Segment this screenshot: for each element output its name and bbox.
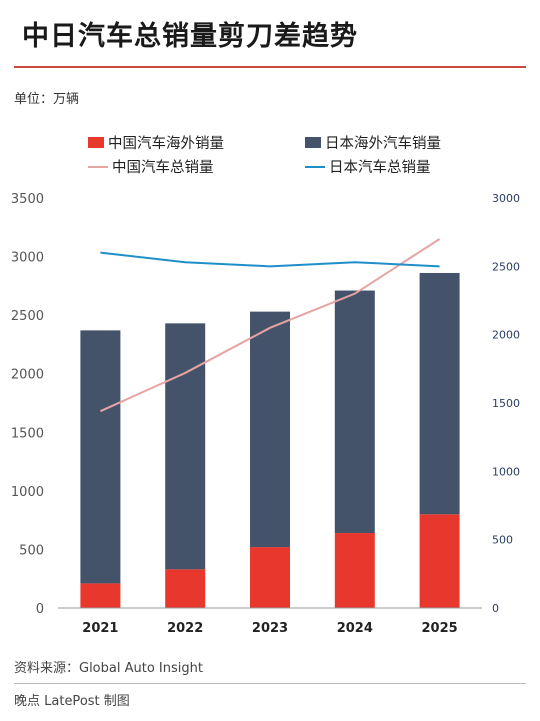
- legend-label-china-total: 中国汽车总销量: [112, 160, 214, 176]
- unit-label: 单位：万辆: [14, 92, 80, 107]
- category-label: 2025: [422, 621, 458, 636]
- legend-swatch-china-total: [88, 165, 108, 168]
- legend-label-china-overseas: 中国汽车海外销量: [108, 136, 224, 152]
- left-tick-label: 3000: [11, 251, 44, 266]
- category-label: 2021: [82, 621, 118, 636]
- right-tick-label: 3000: [492, 192, 520, 205]
- bar-japan-overseas: [165, 323, 206, 570]
- right-axis-ticks: 0 500 1000 1500 2000 2500 3000: [492, 192, 520, 615]
- left-tick-label: 2000: [11, 368, 44, 383]
- page-title: 中日汽车总销量剪刀差趋势: [22, 21, 358, 52]
- bar-japan-overseas: [334, 290, 375, 534]
- category-label: 2024: [337, 621, 373, 636]
- bar-series: [80, 272, 460, 608]
- category-label: 2022: [167, 621, 203, 636]
- left-tick-label: 2500: [11, 309, 44, 324]
- legend-item-japan-total: 日本汽车总销量: [305, 156, 431, 177]
- bar-japan-overseas: [80, 330, 121, 584]
- legend-label-japan-total: 日本汽车总销量: [329, 160, 431, 176]
- footer-divider: [14, 683, 526, 684]
- legend-label-japan-overseas: 日本海外汽车销量: [325, 136, 441, 152]
- left-tick-label: 1000: [11, 485, 44, 500]
- line-china-total: [99, 238, 441, 413]
- bar-japan-overseas: [419, 272, 460, 515]
- bar-china-overseas: [80, 583, 121, 608]
- legend-item-china-overseas: 中国汽车海外销量: [88, 132, 224, 153]
- legend-item-japan-overseas: 日本海外汽车销量: [305, 132, 441, 153]
- right-tick-label: 0: [492, 602, 499, 615]
- source-note: 资料来源：Global Auto Insight: [14, 661, 203, 676]
- right-tick-label: 1500: [492, 397, 520, 410]
- combo-chart: 0 500 1000 1500 2000 2500 3000 3500 0 500 1000 150…: [11, 192, 520, 636]
- left-tick-label: 500: [19, 543, 44, 558]
- right-tick-label: 500: [492, 534, 513, 547]
- bar-china-overseas: [165, 569, 206, 608]
- left-axis-ticks: 0 500 1000 1500 2000 2500 3000 3500: [11, 192, 44, 617]
- left-tick-label: 1500: [11, 426, 44, 441]
- title-divider: [14, 66, 526, 68]
- right-tick-label: 2000: [492, 329, 520, 342]
- right-tick-label: 2500: [492, 260, 520, 273]
- bar-china-overseas: [250, 547, 290, 608]
- bar-japan-overseas: [250, 311, 290, 548]
- legend-swatch-japan-overseas: [305, 137, 321, 148]
- legend-swatch-china-overseas: [88, 137, 104, 148]
- chart-legend: 中国汽车海外销量 日本海外汽车销量 中国汽车总销量 日本汽车总销量: [0, 128, 540, 178]
- bar-china-overseas: [419, 514, 460, 608]
- legend-swatch-japan-total: [305, 165, 325, 168]
- left-tick-label: 0: [36, 602, 44, 617]
- legend-item-china-total: 中国汽车总销量: [88, 156, 214, 177]
- credit-note: 晚点 LatePost 制图: [14, 694, 130, 709]
- bar-china-overseas: [334, 533, 375, 608]
- x-axis-labels: 2021 2022 2023 2024 2025: [82, 621, 457, 636]
- line-japan-total: [100, 251, 440, 268]
- category-label: 2023: [252, 621, 288, 636]
- left-tick-label: 3500: [11, 192, 44, 207]
- line-series: [99, 238, 441, 413]
- right-tick-label: 1000: [492, 465, 520, 478]
